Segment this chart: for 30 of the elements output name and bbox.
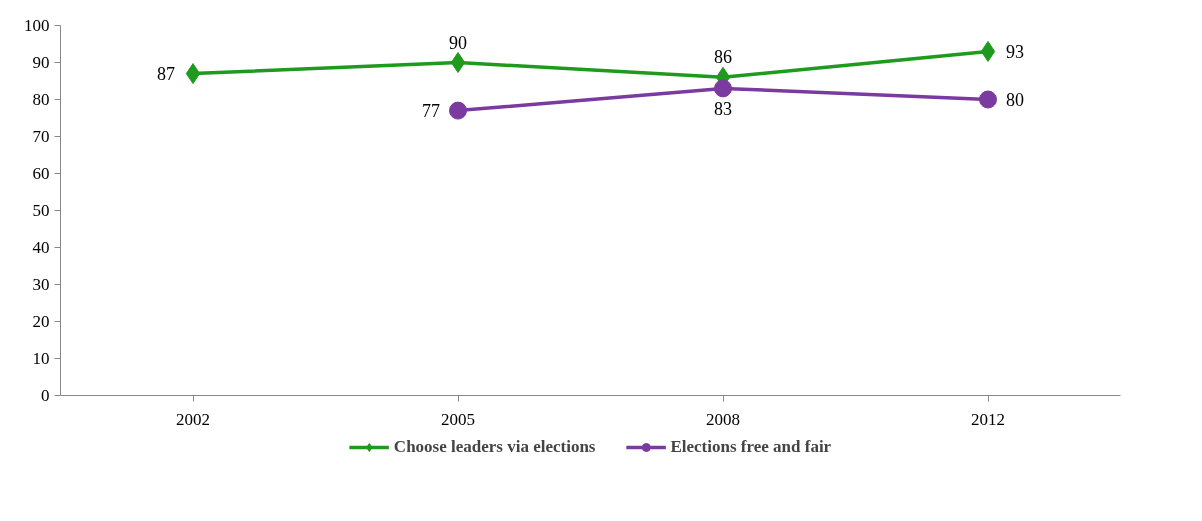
y-tick-label: 10 [32, 349, 50, 368]
y-tick-label: 90 [32, 53, 50, 72]
x-tick-label: 2012 [971, 409, 1005, 429]
data-label: 86 [714, 47, 732, 68]
data-label: 80 [1006, 90, 1024, 110]
point [449, 101, 467, 120]
y-tick-label: 40 [32, 238, 50, 257]
y-tick-label: 80 [32, 90, 50, 109]
data-label: 87 [157, 64, 175, 85]
data-label: 90 [449, 32, 467, 53]
data-label: 83 [714, 99, 732, 120]
point [980, 40, 996, 62]
point [714, 79, 732, 98]
data-label: 77 [422, 101, 440, 122]
y-tick-label: 0 [41, 386, 50, 405]
y-tick-label: 50 [32, 201, 50, 220]
y-tick-label: 20 [32, 312, 50, 331]
point [979, 90, 997, 109]
legend-label: Elections free and fair [670, 437, 832, 457]
y-tick-label: 30 [32, 275, 50, 294]
point [450, 52, 466, 73]
y-tick-label: 60 [32, 164, 50, 183]
x-tick-label: 2002 [176, 409, 210, 429]
point [185, 63, 201, 85]
y-tick-label: 100 [24, 16, 50, 35]
legend-label: Choose leaders via elections [393, 437, 596, 457]
data-label: 93 [1006, 41, 1024, 62]
x-tick-label: 2005 [441, 409, 475, 429]
y-tick-label: 70 [32, 127, 50, 146]
x-tick-label: 2008 [706, 409, 740, 429]
